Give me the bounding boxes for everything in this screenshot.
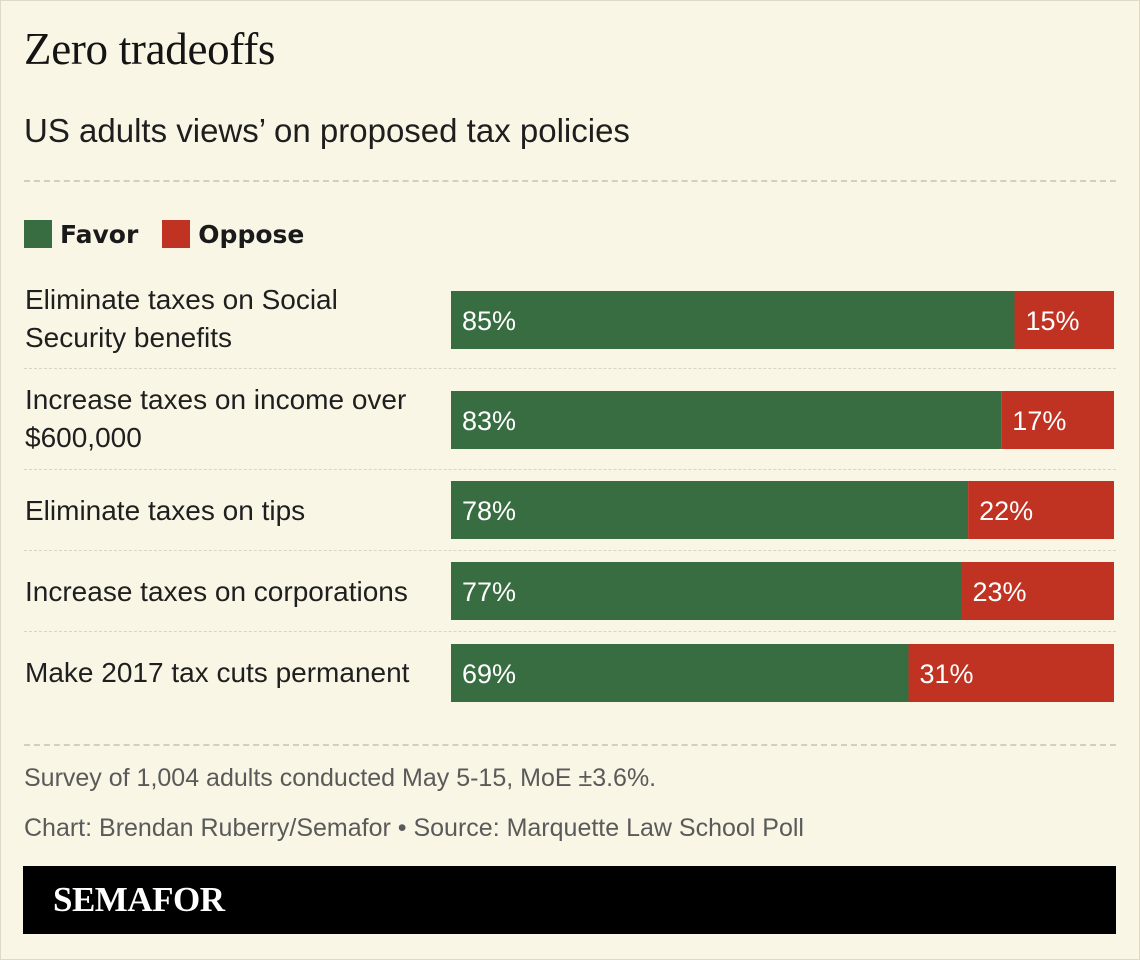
row-separator	[24, 550, 1116, 551]
bar-oppose-corporations	[961, 562, 1114, 620]
bar-oppose-2017-tax-cuts	[908, 644, 1114, 702]
bar-label-oppose-corporations: 23%	[973, 577, 1027, 607]
chart-title: Zero tradeoffs	[24, 24, 276, 74]
bar-favor-income-over-600k	[451, 391, 1002, 449]
row-label-corporations: Increase taxes on corporations	[25, 576, 408, 607]
chart-credit: Chart: Brendan Ruberry/Semafor • Source:…	[24, 814, 804, 842]
footer-divider	[24, 744, 1116, 746]
row-separator	[24, 368, 1116, 369]
legend-swatch-oppose	[162, 220, 191, 248]
bar-label-oppose-social-security: 15%	[1026, 306, 1080, 336]
legend-label-favor: Favor	[60, 219, 139, 249]
bar-oppose-social-security	[1014, 291, 1114, 349]
bar-label-favor-corporations: 77%	[462, 577, 516, 607]
brand-logo-text: SEMAFOR	[53, 880, 225, 919]
row-label-social-security: Eliminate taxes on Social Security benef…	[25, 284, 338, 353]
bar-label-oppose-2017-tax-cuts: 31%	[920, 659, 974, 689]
chart-subtitle: US adults views’ on proposed tax policie…	[24, 112, 630, 149]
row-separator	[24, 469, 1116, 470]
legend-swatch-favor	[24, 220, 52, 248]
bar-label-oppose-tips: 22%	[979, 496, 1033, 526]
legend: Favor Oppose	[24, 214, 328, 254]
bar-label-favor-tips: 78%	[462, 496, 516, 526]
legend-item-favor: Favor	[24, 220, 138, 249]
row-label-tips: Eliminate taxes on tips	[25, 495, 306, 526]
survey-note: Survey of 1,004 adults conducted May 5-1…	[24, 764, 657, 792]
bar-favor-2017-tax-cuts	[451, 644, 909, 702]
bar-label-favor-2017-tax-cuts: 69%	[462, 659, 516, 689]
bar-favor-corporations	[451, 562, 962, 620]
legend-item-oppose: Oppose	[162, 220, 304, 249]
bar-oppose-income-over-600k	[1001, 391, 1114, 449]
row-label-2017-tax-cuts: Make 2017 tax cuts permanent	[25, 657, 410, 688]
legend-label-oppose: Oppose	[198, 219, 305, 249]
brand-bar: SEMAFOR	[23, 866, 1116, 934]
bar-favor-social-security	[451, 291, 1015, 349]
bar-label-favor-income-over-600k: 83%	[462, 406, 516, 436]
bar-label-favor-social-security: 85%	[462, 306, 516, 336]
bar-oppose-tips	[968, 481, 1114, 539]
row-separator	[24, 631, 1116, 632]
bar-label-oppose-income-over-600k: 17%	[1012, 406, 1066, 436]
bar-favor-tips	[451, 481, 969, 539]
header-divider	[24, 180, 1116, 182]
row-label-income-over-600k: Increase taxes on income over $600,000	[25, 384, 407, 453]
